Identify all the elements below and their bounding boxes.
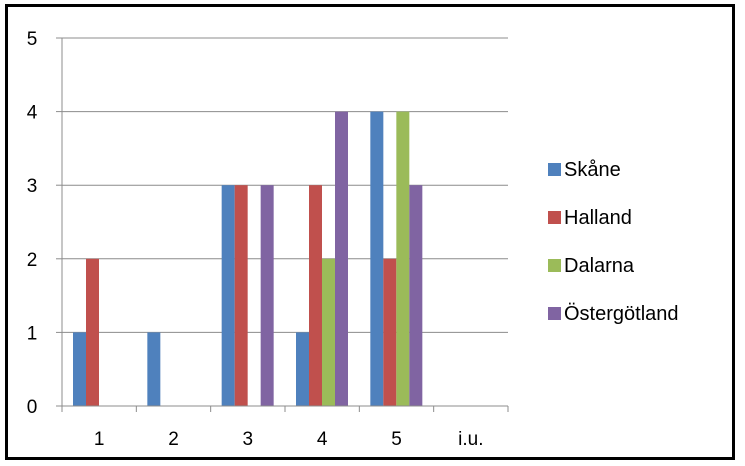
legend-label: Östergötland xyxy=(564,303,679,325)
bar-sk-ne-5 xyxy=(370,111,384,406)
y-tick-label: 3 xyxy=(27,176,38,197)
y-tick-labels: 0 1 2 3 4 5 xyxy=(27,29,38,418)
bar--sterg-tland-3 xyxy=(260,185,274,406)
y-tick-label: 4 xyxy=(27,103,38,124)
y-tick-label: 0 xyxy=(27,397,38,418)
legend-swatch xyxy=(548,307,561,320)
x-tick-label: 3 xyxy=(243,429,254,450)
x-tick-label: 5 xyxy=(391,429,402,450)
axes xyxy=(56,37,509,412)
legend: Skåne Halland Dalarna Östergötland xyxy=(548,159,679,325)
legend-swatch xyxy=(548,211,561,224)
bar-sk-ne-3 xyxy=(221,185,235,406)
x-tick-label: 2 xyxy=(168,429,179,450)
bar-halland-4 xyxy=(309,185,322,406)
bar-sk-ne-4 xyxy=(296,332,309,406)
x-tick-label: 4 xyxy=(317,429,328,450)
bars xyxy=(73,111,423,406)
gridlines xyxy=(62,37,508,333)
x-tick-label: 1 xyxy=(94,429,105,450)
bar-sk-ne-2 xyxy=(147,332,161,406)
x-tick-label: i.u. xyxy=(458,429,483,450)
y-tick-label: 1 xyxy=(27,323,38,344)
legend-swatch xyxy=(548,163,561,176)
bar-halland-3 xyxy=(234,185,248,406)
bar-sk-ne-1 xyxy=(73,332,86,406)
legend-label: Dalarna xyxy=(564,255,635,277)
y-tick-label: 5 xyxy=(27,29,38,50)
bar--sterg-tland-4 xyxy=(335,111,348,406)
legend-label: Skåne xyxy=(564,159,621,181)
bar-dalarna-4 xyxy=(322,258,335,406)
chart-frame xyxy=(5,4,735,460)
bar-halland-5 xyxy=(383,258,397,406)
bar-dalarna-5 xyxy=(396,111,410,406)
bar-halland-1 xyxy=(86,258,99,406)
y-tick-label: 2 xyxy=(27,250,38,271)
legend-swatch xyxy=(548,259,561,272)
legend-label: Halland xyxy=(564,207,632,229)
x-tick-labels: 1 2 3 4 5 i.u. xyxy=(94,429,484,450)
bar--sterg-tland-5 xyxy=(409,185,423,406)
